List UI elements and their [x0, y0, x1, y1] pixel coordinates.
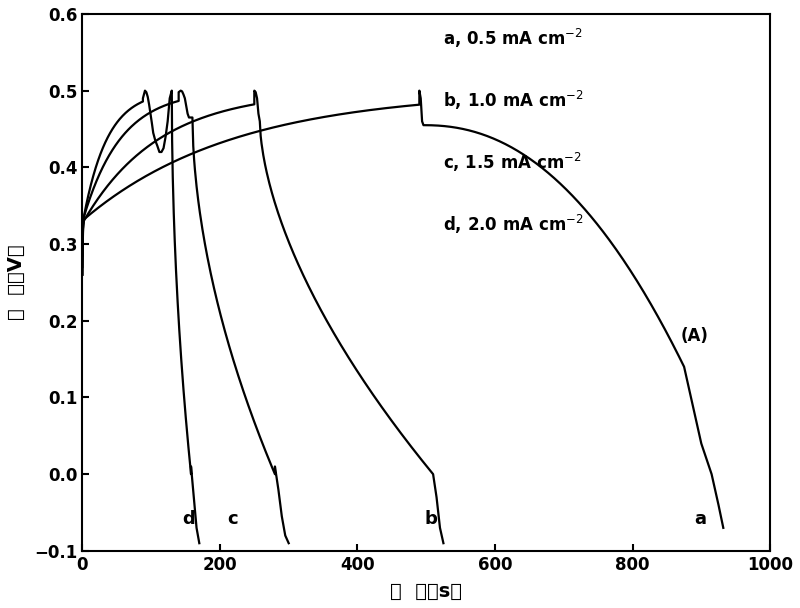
Text: c: c — [227, 510, 238, 528]
Text: a, 0.5 mA cm$^{-2}$: a, 0.5 mA cm$^{-2}$ — [443, 27, 583, 50]
X-axis label: 时  间（s）: 时 间（s） — [390, 582, 462, 601]
Text: d, 2.0 mA cm$^{-2}$: d, 2.0 mA cm$^{-2}$ — [443, 213, 584, 236]
Text: c, 1.5 mA cm$^{-2}$: c, 1.5 mA cm$^{-2}$ — [443, 151, 582, 174]
Text: b, 1.0 mA cm$^{-2}$: b, 1.0 mA cm$^{-2}$ — [443, 89, 584, 112]
Text: a: a — [694, 510, 706, 528]
Text: b: b — [425, 510, 438, 528]
Y-axis label: 电  势（V）: 电 势（V） — [7, 244, 26, 320]
Text: d: d — [182, 510, 195, 528]
Text: (A): (A) — [681, 327, 708, 345]
